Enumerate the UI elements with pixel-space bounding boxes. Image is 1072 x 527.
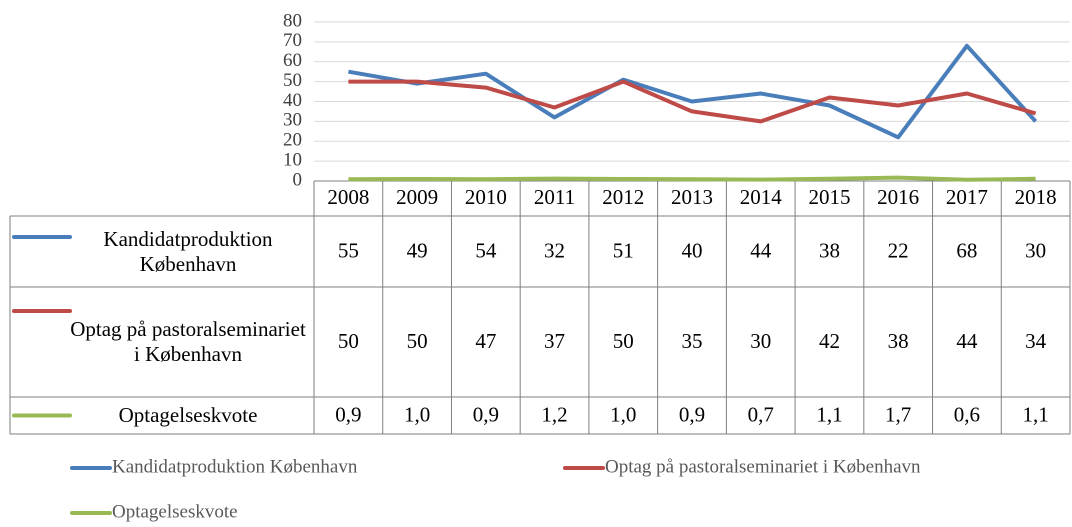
table-cell: 50 (338, 329, 359, 353)
series-line (348, 43, 1038, 140)
table-cell: 42 (819, 329, 840, 353)
table-cell: 1,1 (816, 402, 842, 426)
x-tick-label: 2010 (465, 185, 507, 209)
table-cell: 40 (682, 238, 703, 262)
y-tick-label: 70 (283, 30, 302, 51)
table-cell: 35 (682, 329, 703, 353)
table-cell: 0,6 (954, 402, 980, 426)
y-tick-label: 60 (283, 50, 302, 71)
legend-label: Optag på pastoralseminariet i København (605, 456, 921, 477)
table-cell: 37 (544, 329, 565, 353)
table-cell: 38 (888, 329, 909, 353)
table-cell: 1,0 (404, 402, 430, 426)
table-cell: 49 (407, 238, 428, 262)
y-tick-label: 0 (293, 169, 303, 190)
row-header: Optagelseskvote (118, 403, 258, 427)
table-cell: 1,7 (885, 402, 911, 426)
table-cell: 68 (956, 238, 977, 262)
y-tick-label: 50 (283, 70, 302, 91)
legend-label: Optagelseskvote (112, 501, 238, 522)
table-cell: 38 (819, 238, 840, 262)
x-tick-label: 2012 (602, 185, 644, 209)
table-cell: 30 (1025, 238, 1046, 262)
x-tick-label: 2009 (396, 185, 438, 209)
legend-label: Kandidatproduktion København (112, 456, 358, 477)
x-tick-label: 2016 (877, 185, 919, 209)
table-cell: 44 (956, 329, 978, 353)
table-cell: 0,7 (748, 402, 774, 426)
table-cell: 34 (1025, 329, 1047, 353)
table-cell: 54 (475, 238, 497, 262)
table-cell: 0,9 (335, 402, 361, 426)
table-cell: 0,9 (679, 402, 705, 426)
table-cell: 50 (613, 329, 634, 353)
y-tick-label: 20 (283, 130, 302, 151)
series-line (348, 175, 1036, 182)
table-cell: 44 (750, 238, 772, 262)
table-cell: 50 (407, 329, 428, 353)
table-cell: 1,2 (541, 402, 567, 426)
table-cell: 51 (613, 238, 634, 262)
x-tick-label: 2015 (808, 185, 850, 209)
row-header: Optag på pastoralseminariet i København (70, 317, 306, 366)
table-cell: 55 (338, 238, 359, 262)
x-tick-label: 2008 (327, 185, 369, 209)
row-header: Kandidatproduktion København (103, 226, 273, 276)
y-tick-label: 10 (283, 149, 302, 170)
table-cell: 22 (888, 238, 909, 262)
x-tick-label: 2014 (740, 185, 783, 209)
table-cell: 47 (475, 329, 496, 353)
x-tick-label: 2011 (534, 185, 575, 209)
table-cell: 1,0 (610, 402, 636, 426)
y-tick-label: 40 (283, 90, 302, 111)
table-cell: 1,1 (1023, 402, 1049, 426)
x-tick-label: 2018 (1015, 185, 1057, 209)
table-cell: 32 (544, 238, 565, 262)
series-line (348, 79, 1037, 124)
y-tick-label: 80 (283, 10, 302, 31)
y-tick-label: 30 (283, 110, 302, 131)
table-cell: 30 (750, 329, 771, 353)
x-tick-label: 2013 (671, 185, 713, 209)
x-tick-label: 2017 (946, 185, 988, 209)
table-cell: 0,9 (473, 402, 499, 426)
